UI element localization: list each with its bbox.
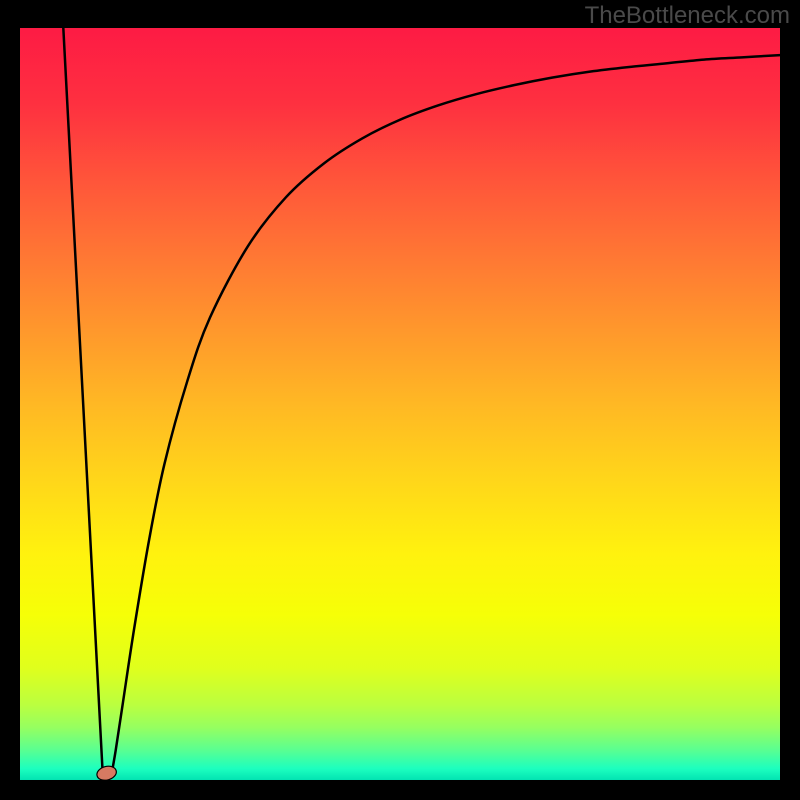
bottleneck-chart <box>0 0 800 800</box>
watermark-text: TheBottleneck.com <box>585 2 790 30</box>
chart-background <box>20 28 780 780</box>
chart-container: TheBottleneck.com <box>0 0 800 800</box>
